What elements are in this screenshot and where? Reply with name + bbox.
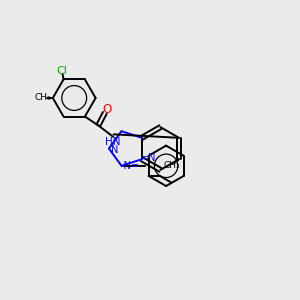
Text: N: N	[111, 145, 118, 155]
Text: O: O	[103, 103, 112, 116]
Text: =N: =N	[141, 153, 156, 163]
Text: Cl: Cl	[57, 66, 68, 76]
Text: CH₃: CH₃	[163, 161, 180, 170]
Text: -N=: -N=	[120, 161, 139, 171]
Text: CH₃: CH₃	[35, 94, 52, 103]
Text: HN: HN	[105, 137, 120, 147]
